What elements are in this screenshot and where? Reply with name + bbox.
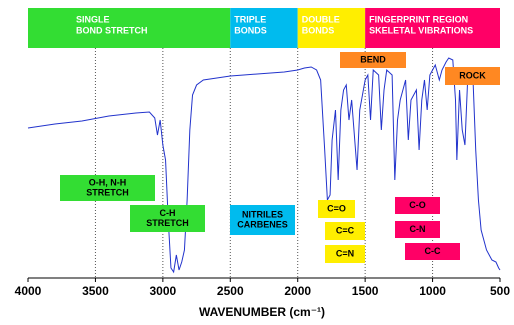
region-label: BONDS [234,25,267,35]
region-label: BOND STRETCH [76,25,148,35]
region-label: BONDS [302,25,335,35]
annotation-box [340,52,406,68]
annotation-label: C-N [410,224,426,234]
region-band [28,8,231,48]
spectrum-line [27,57,501,274]
annotation-label: C-O [409,200,426,210]
x-tick-label: 1000 [419,284,446,298]
annotation-label: C=N [336,248,354,258]
region-band [297,8,366,48]
region-label: DOUBLE [302,14,340,24]
annotation-box [395,221,440,238]
annotation-label: STRETCH [86,187,129,197]
annotation-label: BEND [360,54,386,64]
region-label: SKELETAL VIBRATIONS [369,25,473,35]
annotation-box [230,205,295,235]
annotation-label: NITRILES [242,209,283,219]
region-label: TRIPLE [234,14,266,24]
x-tick-label: 4000 [15,284,42,298]
annotation-label: ROCK [459,70,486,80]
region-band [365,8,500,48]
annotation-box [318,200,355,218]
annotation-label: C-H [160,208,176,218]
region-band [230,8,298,48]
annotation-box [130,205,205,232]
annotation-label: C-C [425,246,441,256]
annotation-box [325,222,365,240]
annotation-box [395,197,440,214]
x-tick-label: 1500 [352,284,379,298]
annotation-label: STRETCH [146,218,189,228]
region-label: FINGERPRINT REGION [369,14,468,24]
x-tick-label: 500 [490,284,510,298]
annotation-box [325,245,365,263]
x-tick-label: 2000 [284,284,311,298]
annotation-label: O-H, N-H [89,177,127,187]
annotation-box [405,243,460,260]
x-axis-label: WAVENUMBER (cm⁻¹) [199,305,325,319]
annotation-box [445,67,500,85]
x-tick-label: 3500 [82,284,109,298]
annotation-label: CARBENES [237,219,288,229]
annotation-box [60,175,155,201]
region-label: SINGLE [76,14,110,24]
annotation-label: C=O [327,203,346,213]
annotation-label: C=C [336,225,355,235]
x-tick-label: 3000 [150,284,177,298]
x-tick-label: 2500 [217,284,244,298]
